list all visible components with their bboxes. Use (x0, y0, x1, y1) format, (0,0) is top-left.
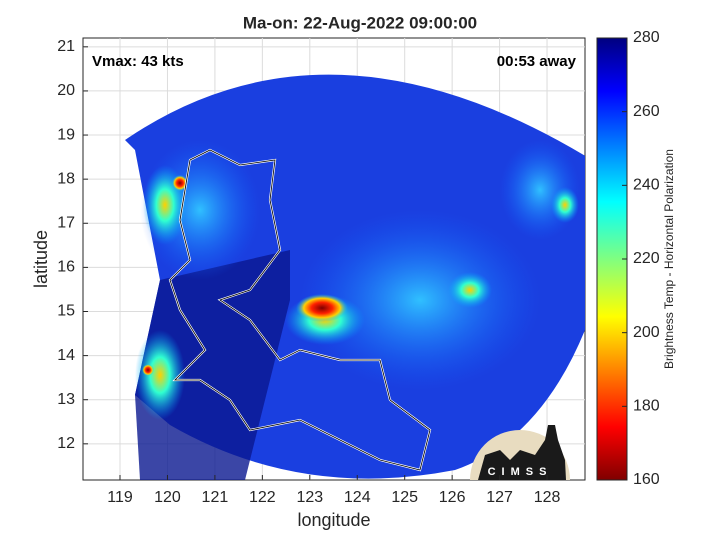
x-tick-label: 121 (202, 489, 229, 506)
chart-title: Ma-on: 22-Aug-2022 09:00:00 (243, 13, 477, 32)
colorbar-tick-label: 220 (633, 250, 660, 267)
x-tick-label: 120 (154, 489, 181, 506)
logo-text: CIMSS (488, 466, 553, 478)
colorbar-tick-label: 200 (633, 324, 660, 341)
y-tick-label: 15 (57, 303, 75, 320)
colorbar-tick-label: 160 (633, 471, 660, 488)
y-tick-label: 16 (57, 259, 75, 276)
logo: CIMSS (470, 425, 570, 480)
y-tick-label: 20 (57, 82, 75, 99)
y-tick-label: 14 (57, 347, 75, 364)
colorbar-tick-label: 280 (633, 29, 660, 46)
x-tick-label: 124 (344, 489, 371, 506)
annotation: 00:53 away (497, 53, 577, 70)
y-axis-label: latitude (31, 230, 51, 288)
x-axis-label: longitude (297, 510, 370, 530)
x-tick-label: 119 (107, 489, 133, 506)
x-tick-label: 126 (439, 489, 466, 506)
y-tick-label: 13 (57, 391, 75, 408)
y-tick-label: 12 (57, 435, 75, 452)
y-tick-label: 21 (57, 38, 75, 55)
y-tick-label: 19 (57, 126, 75, 143)
colorbar-tick-label: 240 (633, 177, 660, 194)
x-tick-label: 128 (534, 489, 561, 506)
x-tick-label: 127 (486, 489, 513, 506)
annotation: Vmax: 43 kts (92, 53, 184, 70)
colorbar-tick-label: 180 (633, 398, 660, 415)
y-tick-label: 18 (57, 170, 75, 187)
x-tick-label: 125 (391, 489, 418, 506)
colorbar-tick-label: 260 (633, 103, 660, 120)
imagery (125, 74, 585, 480)
colorbar-label: Brightness Temp - Horizontal Polarizatio… (662, 149, 676, 369)
x-tick-label: 123 (296, 489, 323, 506)
y-tick-label: 17 (57, 214, 75, 231)
x-tick-label: 122 (249, 489, 276, 506)
